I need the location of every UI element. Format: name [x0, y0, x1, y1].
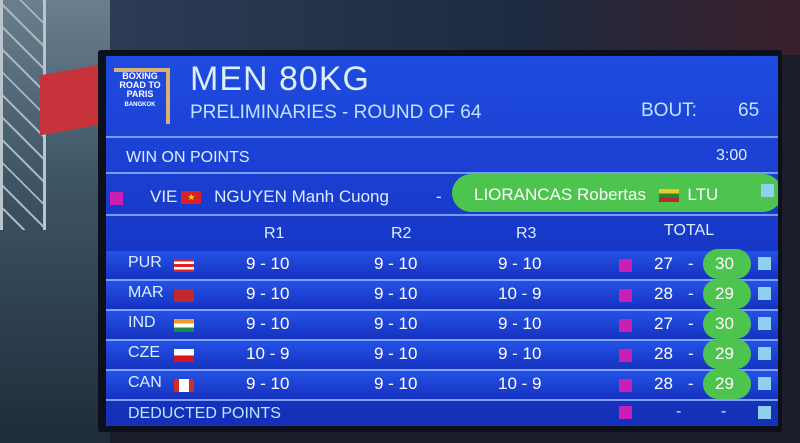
- total-separator: -: [688, 344, 694, 363]
- judge-country: CAN: [128, 374, 162, 391]
- round1-score: 9 - 10: [246, 314, 290, 333]
- judge-row: PUR 9 - 10 9 - 10 9 - 10 27 - 30: [106, 249, 778, 281]
- round3-score: 9 - 10: [498, 314, 542, 333]
- red-marker: [619, 259, 632, 272]
- red-fighter: VIE ★ NGUYEN Manh Cuong: [150, 187, 389, 207]
- round1-score: 9 - 10: [246, 374, 290, 393]
- blue-fighter: LIORANCAS Robertas LTU: [474, 185, 718, 205]
- blue-total: 29: [715, 374, 734, 393]
- event-logo: BOXING ROAD TO PARIS BANGKOK: [114, 68, 170, 124]
- round2-score: 9 - 10: [374, 284, 418, 303]
- total-separator: -: [688, 284, 694, 303]
- flag-lithuania-icon: [658, 189, 679, 203]
- winner-total-highlight: [703, 309, 751, 339]
- winner-total-highlight: [703, 369, 751, 399]
- flag-pur-icon: [174, 259, 194, 272]
- blue-country: LTU: [687, 185, 719, 204]
- judge-country: IND: [128, 314, 156, 331]
- arena-background-top: [110, 0, 800, 55]
- flag-vietnam-icon: ★: [181, 191, 202, 205]
- round1-score: 10 - 9: [246, 344, 290, 363]
- blue-total: 29: [715, 284, 734, 303]
- bout-number: 65: [738, 100, 760, 121]
- bout-label: BOUT:: [641, 100, 697, 121]
- blue-marker: [758, 347, 771, 360]
- red-total: 28: [654, 344, 673, 363]
- column-r2: R2: [391, 225, 412, 242]
- round-subtitle: PRELIMINARIES - ROUND OF 64: [190, 102, 482, 123]
- blue-marker: [758, 377, 771, 390]
- scoreboard-panel: BOXING ROAD TO PARIS BANGKOK MEN 80KG PRELI…: [106, 56, 778, 426]
- column-r1: R1: [264, 225, 285, 242]
- round3-score: 9 - 10: [498, 344, 542, 363]
- red-total: 27: [654, 254, 673, 273]
- red-marker: [619, 349, 632, 362]
- column-r3: R3: [516, 225, 537, 242]
- judge-row: CAN 9 - 10 9 - 10 10 - 9 28 - 29: [106, 369, 778, 401]
- blue-marker: [758, 317, 771, 330]
- page-title: MEN 80KG: [190, 60, 370, 98]
- flag-mar-icon: [174, 289, 194, 302]
- round3-score: 10 - 9: [498, 374, 542, 393]
- blue-marker: [758, 406, 771, 419]
- total-separator: -: [688, 314, 694, 333]
- round2-score: 9 - 10: [374, 314, 418, 333]
- red-marker: [619, 379, 632, 392]
- judge-country: CZE: [128, 344, 160, 361]
- blue-corner-marker: [761, 184, 774, 197]
- winner-total-highlight: [703, 339, 751, 369]
- divider: [106, 214, 778, 216]
- red-marker: [619, 406, 632, 419]
- flag-ind-icon: [174, 319, 194, 332]
- red-country: VIE: [150, 187, 178, 206]
- bout-time: 3:00: [716, 147, 748, 164]
- divider: [106, 136, 778, 138]
- winner-total-highlight: [703, 279, 751, 309]
- deducted-blue: -: [721, 403, 727, 420]
- red-name: NGUYEN Manh Cuong: [214, 187, 389, 206]
- round2-score: 9 - 10: [374, 344, 418, 363]
- divider: [106, 172, 778, 174]
- round3-score: 9 - 10: [498, 254, 542, 273]
- blue-marker: [758, 257, 771, 270]
- red-marker: [619, 319, 632, 332]
- winner-highlight: [452, 174, 778, 212]
- deducted-label: DEDUCTED POINTS: [128, 405, 281, 422]
- judge-country: MAR: [128, 284, 164, 301]
- round3-score: 10 - 9: [498, 284, 542, 303]
- total-separator: -: [688, 374, 694, 393]
- column-total: TOTAL: [664, 222, 715, 239]
- red-marker: [619, 289, 632, 302]
- red-total: 28: [654, 374, 673, 393]
- blue-total: 30: [715, 254, 734, 273]
- round2-score: 9 - 10: [374, 374, 418, 393]
- flag-cze-icon: [174, 349, 194, 362]
- red-seat: [40, 64, 100, 136]
- red-corner-marker: [110, 192, 123, 205]
- round2-score: 9 - 10: [374, 254, 418, 273]
- flag-can-icon: [174, 379, 194, 392]
- total-separator: -: [688, 254, 694, 273]
- deducted-red: -: [676, 403, 682, 420]
- red-total: 27: [654, 314, 673, 333]
- judge-row: MAR 9 - 10 9 - 10 10 - 9 28 - 29: [106, 279, 778, 311]
- blue-name: LIORANCAS Robertas: [474, 185, 646, 204]
- blue-total: 29: [715, 344, 734, 363]
- winner-total-highlight: [703, 249, 751, 279]
- result-label: WIN ON POINTS: [126, 149, 250, 166]
- blue-total: 30: [715, 314, 734, 333]
- judge-row: IND 9 - 10 9 - 10 9 - 10 27 - 30: [106, 309, 778, 341]
- judge-country: PUR: [128, 254, 162, 271]
- red-total: 28: [654, 284, 673, 303]
- round1-score: 9 - 10: [246, 284, 290, 303]
- blue-marker: [758, 287, 771, 300]
- judge-row: CZE 10 - 9 9 - 10 9 - 10 28 - 29: [106, 339, 778, 371]
- fighter-separator: -: [436, 187, 442, 206]
- round1-score: 9 - 10: [246, 254, 290, 273]
